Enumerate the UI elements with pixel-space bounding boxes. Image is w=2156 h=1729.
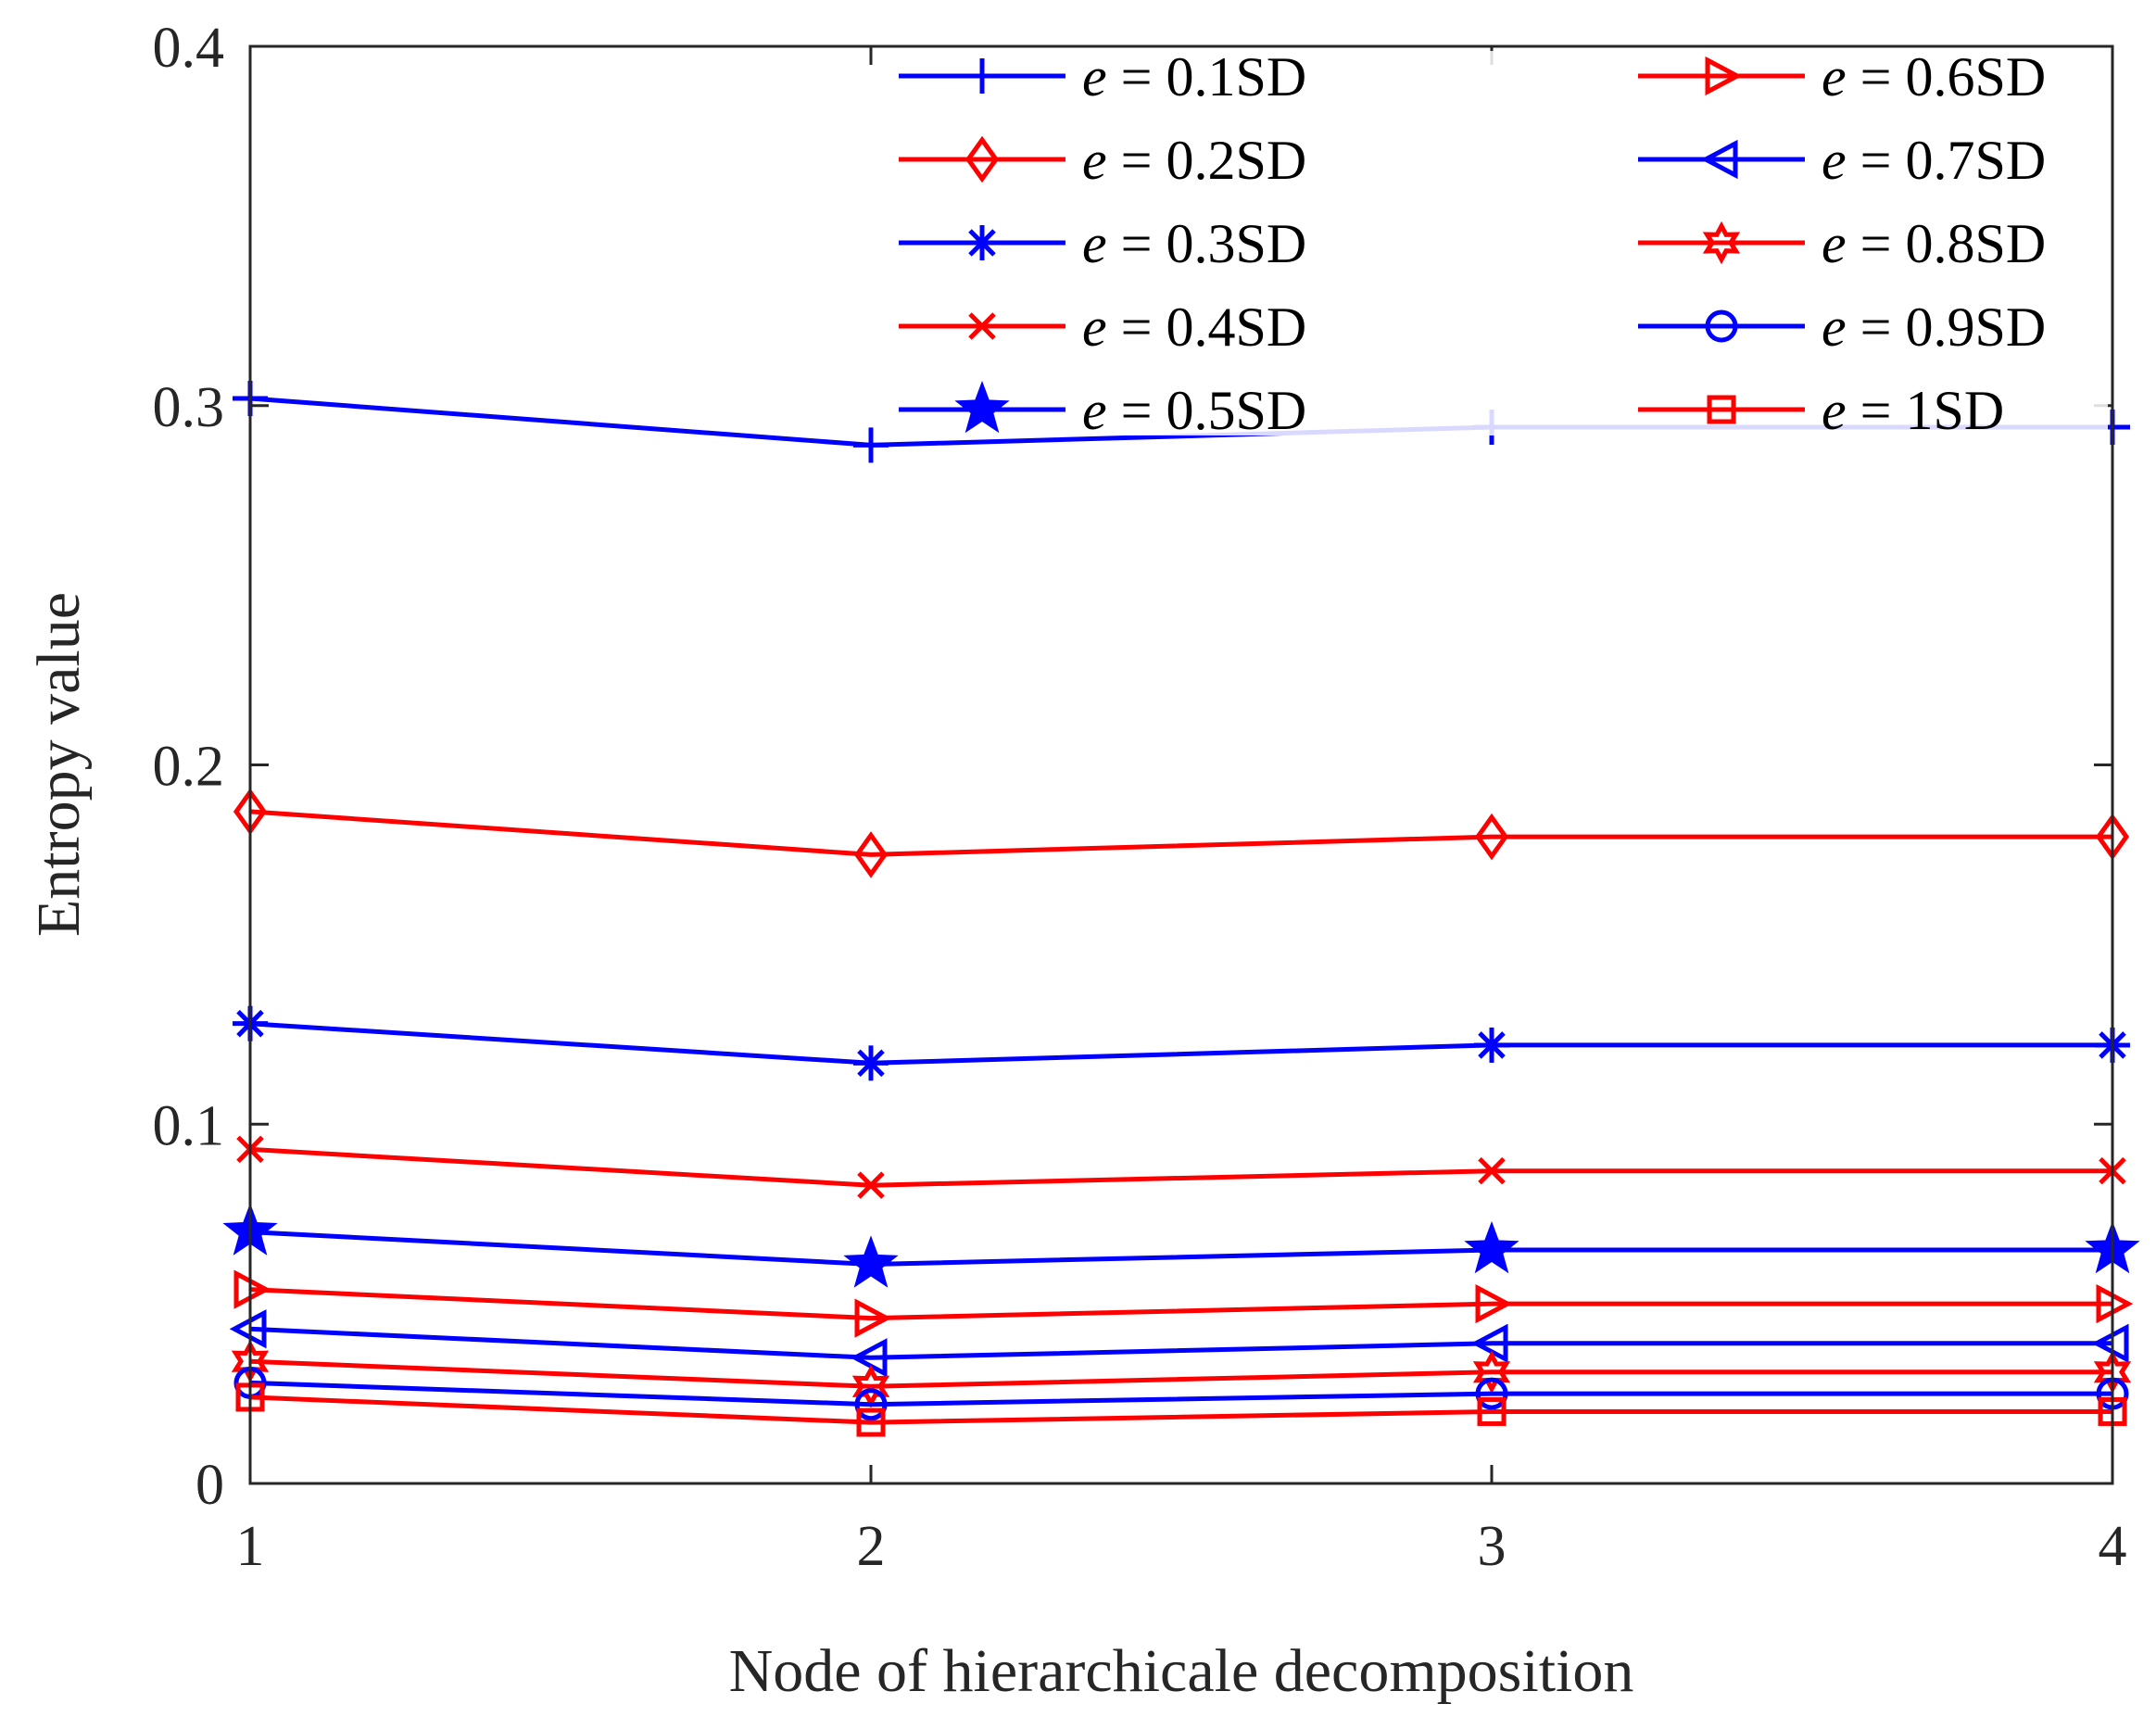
legend-value: = 0.3SD xyxy=(1107,213,1307,274)
legend-symbol: e xyxy=(1822,297,1847,358)
y-tick-label: 0.2 xyxy=(153,736,225,799)
legend-value: = 0.8SD xyxy=(1847,213,2047,274)
legend-symbol: e xyxy=(1822,213,1847,274)
y-tick-label: 0.1 xyxy=(153,1094,225,1157)
legend-label: e = 0.7SD xyxy=(1822,130,2046,191)
legend-label: e = 0.6SD xyxy=(1822,46,2046,107)
legend-value: = 0.5SD xyxy=(1107,380,1307,441)
legend-label: e = 0.3SD xyxy=(1082,213,1306,274)
legend-symbol: e xyxy=(1822,46,1847,107)
legend-symbol: e xyxy=(1822,130,1847,191)
legend-symbol: e xyxy=(1082,380,1107,441)
y-tick-label: 0.3 xyxy=(153,376,225,439)
legend-value: = 0.1SD xyxy=(1107,46,1307,107)
x-tick-label: 3 xyxy=(1478,1515,1507,1578)
legend-label: e = 0.2SD xyxy=(1082,130,1306,191)
legend-value: = 0.4SD xyxy=(1107,297,1307,358)
x-tick-label: 1 xyxy=(236,1515,265,1578)
legend-label: e = 0.9SD xyxy=(1822,297,2046,358)
y-tick-label: 0.4 xyxy=(153,17,225,80)
legend-value: = 1SD xyxy=(1847,380,2005,441)
y-axis-title: Entropy value xyxy=(25,592,93,937)
y-tick-label: 0 xyxy=(195,1454,224,1517)
legend-value: = 0.6SD xyxy=(1847,46,2047,107)
legend-symbol: e xyxy=(1082,213,1107,274)
legend-value: = 0.2SD xyxy=(1107,130,1307,191)
legend-label: e = 1SD xyxy=(1822,380,2004,441)
legend-label: e = 0.4SD xyxy=(1082,297,1306,358)
legend-symbol: e xyxy=(1082,297,1107,358)
legend-value: = 0.7SD xyxy=(1847,130,2047,191)
entropy-line-chart: 1 2 3 400.10.20.30.4 e = 0.1SDe = 0.2SDe = … xyxy=(0,0,2156,1729)
x-axis-title: Node of hierarchicale decomposition xyxy=(729,1637,1634,1705)
legend-label: e = 0.1SD xyxy=(1082,46,1306,107)
x-tick-label: 4 xyxy=(2099,1515,2127,1578)
legend-label: e = 0.5SD xyxy=(1082,380,1306,441)
x-tick-label: 2 xyxy=(857,1515,886,1578)
legend-symbol: e xyxy=(1082,46,1107,107)
legend-label: e = 0.8SD xyxy=(1822,213,2046,274)
legend-symbol: e xyxy=(1082,130,1107,191)
legend-value: = 0.9SD xyxy=(1847,297,2047,358)
legend-symbol: e xyxy=(1822,380,1847,441)
